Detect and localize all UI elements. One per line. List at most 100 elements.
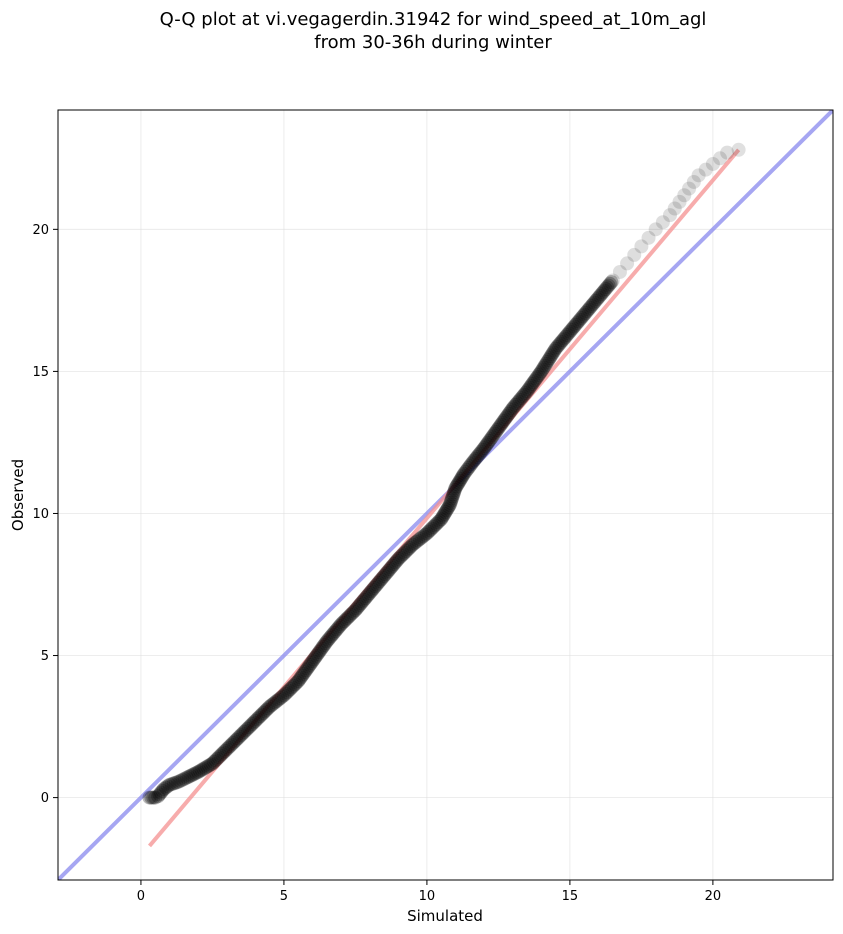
data-point bbox=[448, 480, 463, 495]
data-point bbox=[185, 767, 200, 782]
data-point bbox=[437, 506, 452, 521]
data-point bbox=[367, 580, 382, 595]
data-point bbox=[309, 648, 324, 663]
data-point bbox=[557, 331, 572, 346]
data-point bbox=[492, 419, 507, 434]
y-tick-label: 5 bbox=[41, 649, 49, 664]
data-point bbox=[194, 762, 209, 777]
data-point bbox=[452, 473, 467, 488]
data-point bbox=[201, 758, 216, 773]
data-point bbox=[245, 717, 260, 732]
data-point bbox=[278, 686, 293, 701]
data-point bbox=[377, 568, 392, 583]
data-point bbox=[518, 385, 533, 400]
data-point bbox=[672, 194, 687, 209]
data-point bbox=[230, 731, 245, 746]
data-point bbox=[570, 316, 585, 331]
data-point bbox=[156, 782, 171, 797]
data-point bbox=[577, 307, 592, 322]
data-point bbox=[343, 607, 358, 622]
data-point bbox=[234, 728, 249, 743]
data-point bbox=[213, 748, 228, 763]
data-point bbox=[256, 705, 271, 720]
data-point bbox=[218, 743, 233, 758]
data-point bbox=[495, 415, 510, 430]
data-point bbox=[396, 547, 411, 562]
data-point bbox=[561, 326, 576, 341]
data-point bbox=[450, 477, 465, 492]
data-point bbox=[507, 399, 522, 414]
data-point bbox=[546, 345, 561, 360]
data-point bbox=[203, 757, 218, 772]
data-point bbox=[534, 364, 549, 379]
data-point bbox=[337, 614, 352, 629]
data-point bbox=[317, 637, 332, 652]
data-point bbox=[478, 439, 493, 454]
data-point bbox=[338, 612, 353, 627]
data-point bbox=[620, 256, 635, 271]
data-point bbox=[152, 787, 167, 802]
data-point bbox=[266, 696, 281, 711]
data-point bbox=[177, 771, 192, 786]
data-point bbox=[381, 563, 396, 578]
data-point bbox=[441, 499, 456, 514]
y-axis-label: Observed bbox=[9, 459, 27, 531]
data-point bbox=[590, 292, 605, 307]
data-point bbox=[402, 540, 417, 555]
data-point bbox=[434, 512, 449, 527]
data-point bbox=[248, 713, 263, 728]
data-point bbox=[523, 378, 538, 393]
plot-frame bbox=[57, 109, 834, 881]
chart-titles: Q-Q plot at vi.vegagerdin.31942 for wind… bbox=[160, 9, 707, 53]
data-point bbox=[414, 530, 429, 545]
data-point bbox=[276, 688, 291, 703]
data-point bbox=[310, 646, 325, 661]
data-point bbox=[543, 349, 558, 364]
data-point bbox=[324, 629, 339, 644]
data-point bbox=[554, 334, 569, 349]
data-point bbox=[299, 663, 314, 678]
data-point bbox=[595, 285, 610, 300]
data-point bbox=[501, 406, 516, 421]
data-point bbox=[484, 430, 499, 445]
data-point bbox=[612, 264, 627, 279]
data-point bbox=[164, 777, 179, 792]
data-point bbox=[720, 145, 735, 160]
data-point bbox=[565, 321, 580, 336]
data-point bbox=[384, 560, 399, 575]
data-point bbox=[241, 720, 256, 735]
data-point bbox=[474, 444, 489, 459]
data-point bbox=[348, 603, 363, 618]
data-point bbox=[214, 747, 229, 762]
data-point bbox=[677, 188, 692, 203]
data-point bbox=[627, 247, 642, 262]
data-point bbox=[469, 449, 484, 464]
data-point bbox=[597, 283, 612, 298]
data-point bbox=[435, 510, 450, 525]
data-points bbox=[142, 142, 746, 805]
data-point bbox=[578, 305, 593, 320]
data-point bbox=[264, 698, 279, 713]
data-point bbox=[326, 625, 341, 640]
data-point bbox=[514, 391, 529, 406]
data-point bbox=[319, 634, 334, 649]
data-point bbox=[267, 695, 282, 710]
data-point bbox=[392, 550, 407, 565]
data-point bbox=[445, 489, 460, 504]
data-point bbox=[438, 505, 453, 520]
data-point bbox=[328, 624, 343, 639]
data-point bbox=[400, 542, 415, 557]
data-point bbox=[662, 208, 677, 223]
data-point bbox=[521, 382, 536, 397]
data-point bbox=[296, 666, 311, 681]
data-point bbox=[536, 360, 551, 375]
data-point bbox=[388, 555, 403, 570]
data-point bbox=[545, 347, 560, 362]
data-point bbox=[585, 297, 600, 312]
data-point bbox=[531, 368, 546, 383]
data-point bbox=[365, 582, 380, 597]
data-point bbox=[526, 375, 541, 390]
data-point bbox=[168, 775, 183, 790]
data-point bbox=[451, 475, 466, 490]
